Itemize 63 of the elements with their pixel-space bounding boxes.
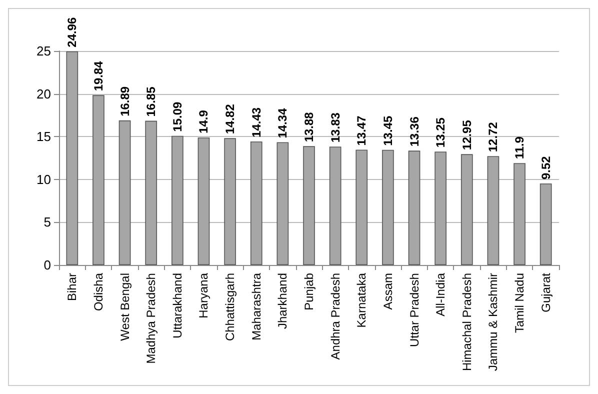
y-tick-label: 15 (36, 129, 51, 144)
x-tick-label: Punjab (302, 272, 316, 310)
x-tick-label: Assam (380, 273, 395, 310)
bar (118, 120, 131, 265)
x-tick-label: Madhya Pradesh (144, 273, 158, 364)
bar (276, 142, 289, 265)
data-label: 9.52 (538, 156, 553, 180)
y-tick-label: 20 (36, 86, 51, 102)
data-label: 13.88 (302, 112, 316, 142)
data-label: 19.84 (91, 60, 106, 92)
x-tick-label: Gujarat (538, 272, 553, 312)
bar (434, 152, 446, 265)
data-label: 13.25 (434, 117, 448, 148)
x-tick-label: Jharkhand (276, 273, 290, 330)
bar (460, 154, 473, 265)
data-label: 24.96 (65, 16, 80, 48)
data-label: 13.47 (354, 115, 369, 146)
bar (92, 95, 104, 265)
data-label: 15.09 (170, 101, 184, 132)
y-tick-label: 5 (44, 214, 51, 230)
bar (224, 138, 236, 265)
bar (303, 146, 315, 265)
x-tick-label: Tamil Nadu (512, 273, 527, 334)
bar (145, 120, 158, 265)
data-label: 16.85 (144, 86, 158, 117)
x-tick-label: All-India (434, 272, 448, 316)
y-tick-label: 10 (36, 172, 51, 187)
data-label: 14.43 (249, 107, 264, 138)
bar (487, 156, 500, 265)
bar (540, 184, 552, 265)
x-tick-label: Uttarakhand (170, 273, 184, 338)
x-tick-label: Himachal Pradesh (460, 273, 474, 372)
data-label: 11.9 (512, 136, 527, 160)
data-label: 13.83 (328, 112, 342, 143)
x-tick-label: Karnataka (354, 272, 369, 328)
x-tick-label: Haryana (196, 272, 211, 318)
y-tick-label: 0 (44, 258, 51, 272)
x-tick-label: Jammu & Kashmir (486, 273, 500, 372)
data-label: 13.36 (407, 116, 422, 147)
x-tick-label: Chhattisgarh (223, 273, 238, 342)
x-tick-label: Odisha (91, 272, 106, 312)
y-tick-label: 25 (36, 44, 51, 58)
bar (250, 141, 262, 265)
data-label: 12.72 (486, 122, 500, 152)
data-label: 16.89 (118, 86, 132, 116)
x-tick-label: Maharashtra (249, 272, 264, 340)
data-label: 14.82 (223, 104, 238, 134)
bar (382, 150, 394, 265)
x-tick-label: Uttar Pradesh (407, 273, 422, 348)
bar (356, 150, 368, 265)
x-tick-label: West Bengal (118, 273, 132, 341)
data-label: 14.9 (196, 110, 211, 134)
bar (408, 150, 420, 265)
x-tick-label: Bihar (65, 273, 80, 302)
bar (514, 163, 526, 265)
data-label: 14.34 (276, 108, 290, 138)
data-label: 12.95 (460, 120, 474, 150)
bar (329, 146, 342, 265)
bar (172, 136, 184, 265)
x-tick-label: Andhra Pradesh (328, 273, 342, 360)
data-label: 13.45 (380, 116, 395, 146)
bar (198, 137, 210, 265)
bar (66, 51, 78, 265)
